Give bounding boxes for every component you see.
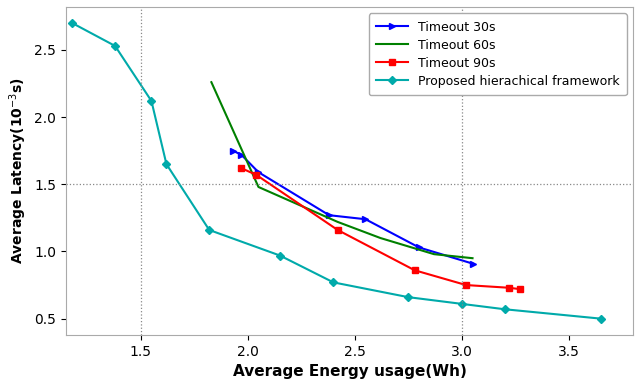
Timeout 60s [468, 256, 476, 261]
Timeout 60s [334, 220, 342, 224]
Line: Timeout 60s: Timeout 60s [211, 82, 472, 258]
Timeout 60s [255, 185, 262, 189]
Timeout 30s [362, 217, 369, 222]
Proposed hierachical framework [111, 44, 119, 48]
Proposed hierachical framework [205, 228, 213, 232]
Timeout 30s [415, 245, 423, 250]
Proposed hierachical framework [500, 307, 508, 312]
Timeout 90s [334, 228, 342, 232]
Timeout 30s [325, 213, 333, 218]
Timeout 90s [237, 166, 245, 171]
Proposed hierachical framework [330, 280, 337, 285]
Legend: Timeout 30s, Timeout 60s, Timeout 90s, Proposed hierachical framework: Timeout 30s, Timeout 60s, Timeout 90s, P… [369, 13, 627, 95]
Timeout 90s [505, 285, 513, 290]
X-axis label: Average Energy usage(Wh): Average Energy usage(Wh) [232, 364, 467, 379]
Timeout 60s [430, 252, 438, 256]
Proposed hierachical framework [148, 99, 156, 103]
Proposed hierachical framework [458, 301, 466, 306]
Timeout 90s [253, 173, 260, 177]
Timeout 60s [376, 236, 384, 240]
Timeout 30s [237, 152, 245, 157]
Proposed hierachical framework [597, 317, 605, 321]
Proposed hierachical framework [68, 21, 76, 25]
Timeout 90s [411, 268, 419, 273]
Timeout 30s [468, 261, 476, 266]
Line: Timeout 30s: Timeout 30s [229, 147, 476, 267]
Proposed hierachical framework [404, 295, 412, 300]
Timeout 90s [462, 283, 470, 288]
Proposed hierachical framework [276, 253, 284, 258]
Timeout 60s [207, 80, 215, 85]
Line: Proposed hierachical framework: Proposed hierachical framework [70, 20, 604, 322]
Proposed hierachical framework [163, 162, 170, 166]
Timeout 30s [255, 170, 262, 174]
Line: Timeout 90s: Timeout 90s [238, 165, 523, 293]
Timeout 90s [516, 287, 524, 291]
Timeout 30s [229, 148, 237, 153]
Y-axis label: Average Latency(10$^{-3}$s): Average Latency(10$^{-3}$s) [7, 78, 29, 264]
